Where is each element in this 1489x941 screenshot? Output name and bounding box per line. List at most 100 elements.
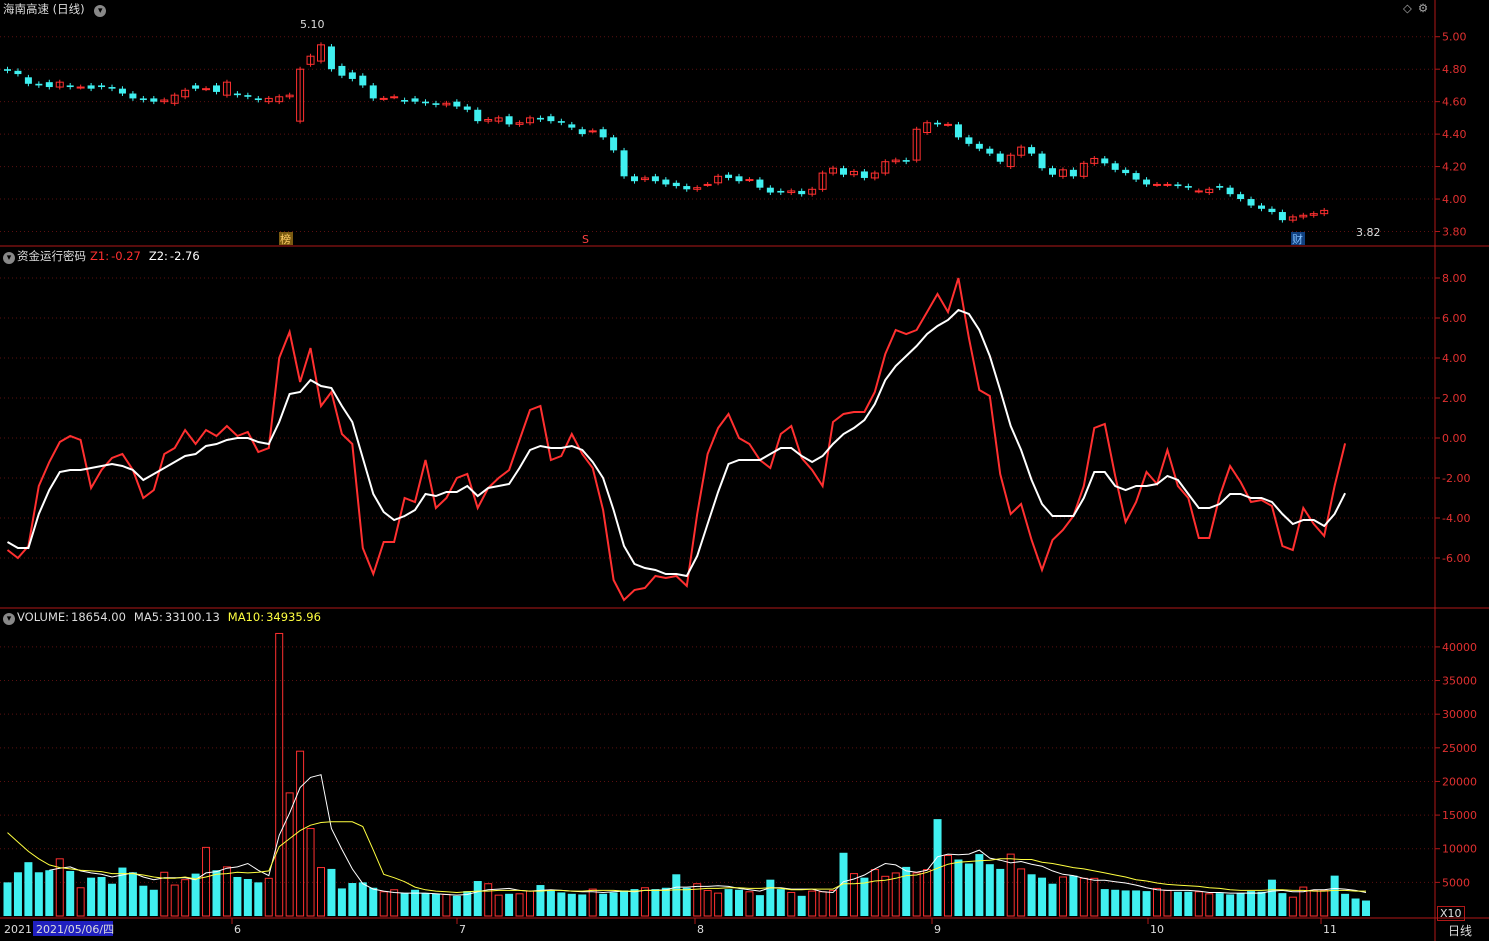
ma5-value: 33100.13 — [164, 610, 220, 624]
settings-icon[interactable]: ⚙ — [1417, 1, 1429, 15]
volume-bar — [254, 882, 263, 916]
volume-bar — [703, 889, 712, 917]
title-dropdown-icon[interactable]: ▾ — [94, 5, 107, 17]
date-highlight — [33, 921, 113, 936]
volume-bar — [923, 869, 932, 917]
tag-bang[interactable]: 榜 — [280, 232, 291, 246]
candle-body — [934, 122, 942, 125]
volume-bar — [755, 895, 764, 916]
volume-bar — [985, 864, 994, 916]
candle-body — [891, 159, 900, 163]
volume-bar — [390, 889, 399, 917]
window-controls: ◇ ⚙ — [1403, 1, 1434, 15]
ma5-line — [49, 774, 1367, 896]
candle-body — [108, 87, 116, 89]
z1-label: Z1: — [90, 249, 110, 263]
volume-bar — [1173, 891, 1182, 916]
scale-badge[interactable]: X10 — [1437, 906, 1465, 921]
volume-bar — [452, 895, 461, 916]
candle-body — [1101, 158, 1109, 164]
diamond-icon[interactable]: ◇ — [1403, 1, 1412, 15]
y-tick-label: 20000 — [1442, 775, 1477, 788]
volume-bar — [1121, 890, 1130, 916]
period-label[interactable]: 日线 — [1448, 924, 1473, 938]
volume-bar — [1048, 883, 1057, 916]
volume-header: ▾ VOLUME: 18654.00 MA5: 33100.13 MA10: 34935.9… — [3, 610, 327, 625]
volume-bar — [1320, 889, 1329, 917]
x-tick-label: 2021 — [4, 923, 32, 936]
candle-body — [264, 97, 273, 103]
volume-bar — [327, 868, 336, 916]
volume-bar — [1069, 875, 1078, 916]
volume-bar — [212, 870, 221, 916]
candle-body — [651, 176, 659, 182]
volume-bar — [505, 893, 514, 916]
volume-dropdown-icon[interactable]: ▾ — [3, 613, 15, 625]
volume-bar — [975, 854, 984, 916]
candle-body — [505, 116, 513, 125]
candle-body — [338, 65, 346, 76]
candle-body — [923, 122, 932, 133]
volume-bar — [1132, 890, 1141, 916]
indicator-header: ▾ 资金运行密码 Z1: -0.27 Z2: -2.76 — [3, 248, 206, 264]
candle-body — [379, 97, 388, 100]
volume-bar — [24, 862, 33, 916]
candlestick-panel — [4, 42, 1329, 223]
volume-bar — [891, 872, 900, 917]
ma10-label: MA10: — [227, 610, 265, 624]
volume-bar — [944, 854, 952, 917]
volume-bar — [118, 867, 127, 916]
candle-body — [672, 182, 680, 187]
volume-bar — [766, 879, 775, 916]
y-tick-label: 2.00 — [1442, 392, 1467, 405]
volume-bar — [787, 891, 796, 917]
volume-bar — [463, 891, 472, 916]
tag-cai[interactable]: 财 — [1292, 232, 1303, 246]
volume-bar — [546, 889, 555, 916]
y-tick-label: 4.80 — [1442, 63, 1467, 76]
volume-bar — [87, 877, 96, 916]
volume-bar — [400, 893, 409, 916]
volume-bar — [609, 892, 618, 916]
candle-body — [662, 179, 670, 185]
tag-s[interactable]: S — [582, 233, 589, 246]
volume-bar — [306, 828, 315, 917]
volume-bar — [1027, 874, 1036, 916]
candle-body — [1049, 168, 1056, 175]
indicator-dropdown-icon[interactable]: ▾ — [3, 252, 15, 264]
candle-body — [306, 55, 315, 65]
y-tick-label: 4.60 — [1442, 96, 1467, 109]
volume-bar — [379, 891, 388, 917]
candle-body — [359, 75, 367, 86]
candle-body — [1320, 209, 1329, 215]
candle-body — [129, 93, 137, 99]
volume-bar — [536, 885, 545, 916]
y-tick-label: 35000 — [1442, 675, 1477, 688]
candle-body — [401, 100, 409, 102]
volume-bar — [1267, 879, 1276, 916]
candle-body — [1069, 169, 1077, 177]
volume-bar — [233, 876, 242, 916]
candle-body — [1028, 147, 1036, 154]
candle-body — [1017, 146, 1026, 156]
volume-bar — [599, 893, 608, 916]
volume-bar — [222, 866, 231, 917]
volume-bar — [557, 892, 566, 916]
volume-bar — [1257, 891, 1266, 916]
volume-bar — [442, 893, 451, 917]
candle-body — [1309, 213, 1318, 216]
candle-body — [1006, 154, 1015, 168]
candle-body — [798, 190, 806, 195]
candle-body — [327, 46, 335, 70]
y-tick-label: 3.80 — [1442, 226, 1467, 239]
volume-bar — [651, 889, 660, 916]
candle-body — [24, 77, 32, 84]
ma10-line — [7, 821, 1366, 894]
candle-body — [631, 176, 638, 182]
volume-bar — [849, 873, 858, 917]
y-tick-label: 8.00 — [1442, 272, 1467, 285]
volume-bar — [1330, 875, 1339, 916]
candle-body — [1247, 199, 1255, 206]
candle-body — [735, 176, 743, 182]
